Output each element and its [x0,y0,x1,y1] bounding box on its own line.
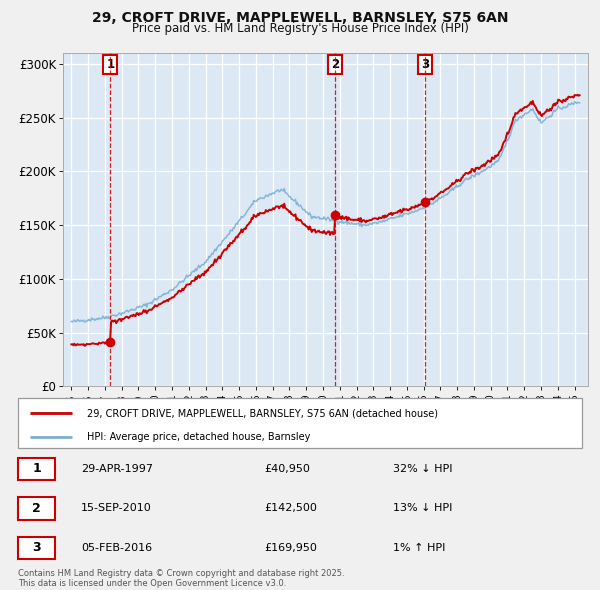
Text: 29, CROFT DRIVE, MAPPLEWELL, BARNSLEY, S75 6AN (detached house): 29, CROFT DRIVE, MAPPLEWELL, BARNSLEY, S… [87,408,438,418]
Bar [18,398,582,448]
Text: 1% ↑ HPI: 1% ↑ HPI [393,543,445,553]
Text: £142,500: £142,500 [264,503,317,513]
Text: £169,950: £169,950 [264,543,317,553]
Bar [18,458,55,480]
Text: Contains HM Land Registry data © Crown copyright and database right 2025.
This d: Contains HM Land Registry data © Crown c… [18,569,344,588]
Text: 1: 1 [106,58,115,71]
Text: 15-SEP-2010: 15-SEP-2010 [81,503,152,513]
Bar [18,537,55,559]
Text: 32% ↓ HPI: 32% ↓ HPI [393,464,452,474]
Text: Price paid vs. HM Land Registry's House Price Index (HPI): Price paid vs. HM Land Registry's House … [131,22,469,35]
Text: 1: 1 [32,463,41,476]
Text: 29-APR-1997: 29-APR-1997 [81,464,153,474]
Bar [18,497,55,520]
Text: 05-FEB-2016: 05-FEB-2016 [81,543,152,553]
Text: 2: 2 [331,58,339,71]
Text: 3: 3 [32,542,41,555]
Text: 29, CROFT DRIVE, MAPPLEWELL, BARNSLEY, S75 6AN: 29, CROFT DRIVE, MAPPLEWELL, BARNSLEY, S… [92,11,508,25]
Text: 3: 3 [421,58,429,71]
Text: 13% ↓ HPI: 13% ↓ HPI [393,503,452,513]
Text: £40,950: £40,950 [264,464,310,474]
Text: HPI: Average price, detached house, Barnsley: HPI: Average price, detached house, Barn… [87,432,310,442]
Text: 2: 2 [32,502,41,515]
